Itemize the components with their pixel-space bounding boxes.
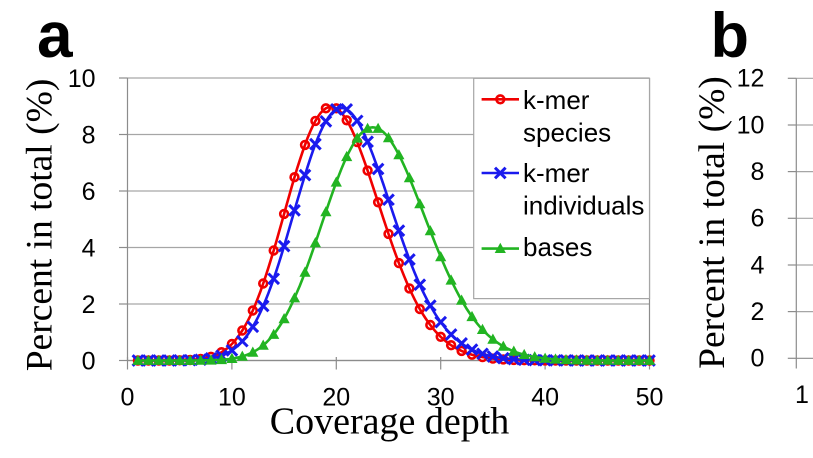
svg-text:50: 50 xyxy=(636,384,664,412)
svg-text:2: 2 xyxy=(750,298,764,326)
svg-text:a: a xyxy=(37,0,73,71)
svg-text:30: 30 xyxy=(427,384,455,412)
svg-text:6: 6 xyxy=(750,205,764,233)
svg-text:10: 10 xyxy=(68,65,96,93)
svg-text:0: 0 xyxy=(82,348,96,376)
svg-text:20: 20 xyxy=(322,384,350,412)
svg-text:bases: bases xyxy=(523,232,592,262)
svg-text:species: species xyxy=(523,117,611,147)
svg-text:1: 1 xyxy=(795,381,809,409)
svg-text:b: b xyxy=(711,1,749,71)
svg-text:k-mer: k-mer xyxy=(523,158,590,188)
svg-text:0: 0 xyxy=(750,345,764,373)
svg-text:Percent in total (%): Percent in total (%) xyxy=(20,79,61,372)
svg-text:Coverage depth: Coverage depth xyxy=(270,401,510,443)
svg-text:individuals: individuals xyxy=(523,190,644,220)
svg-text:4: 4 xyxy=(750,251,764,279)
svg-text:10: 10 xyxy=(218,384,246,412)
svg-text:0: 0 xyxy=(121,384,135,412)
svg-text:2: 2 xyxy=(82,291,96,319)
svg-text:Percent in total (%): Percent in total (%) xyxy=(692,76,733,369)
svg-text:6: 6 xyxy=(82,178,96,206)
svg-text:10: 10 xyxy=(737,111,765,139)
svg-text:4: 4 xyxy=(82,235,96,263)
svg-text:12: 12 xyxy=(737,65,765,93)
svg-text:8: 8 xyxy=(82,122,96,150)
svg-text:k-mer: k-mer xyxy=(523,85,590,115)
svg-text:40: 40 xyxy=(531,384,559,412)
svg-text:8: 8 xyxy=(750,158,764,186)
